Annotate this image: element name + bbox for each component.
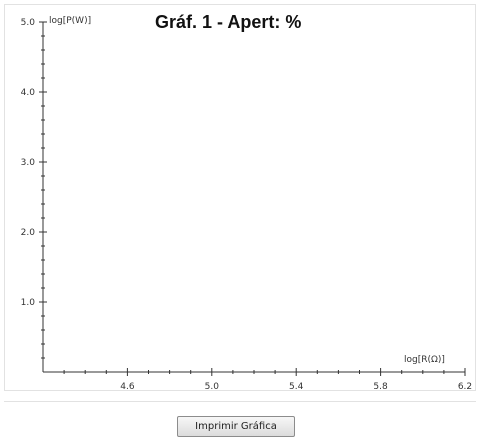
y-tick-label: 3.0 [21,158,36,168]
y-axis-label: log[P(W)] [49,16,92,26]
chart-plot: 1.0 2.0 3.0 4.0 5.0 4.6 5.0 5.4 5.8 6.2 [21,18,472,392]
y-tick-label: 4.0 [21,88,36,98]
x-tick-label: 5.4 [289,382,304,392]
y-tick-label: 2.0 [21,228,36,238]
chart-panel: 1.0 2.0 3.0 4.0 5.0 4.6 5.0 5.4 5.8 6.2 Gráf. 1 -… [4,4,476,392]
chart-title: Gráf. 1 - Apert: % [155,12,302,32]
x-tick-label: 4.6 [120,382,135,392]
x-tick-label: 5.8 [373,382,388,392]
x-tick-label: 6.2 [458,382,472,392]
footer-panel: Imprimir Gráfica [4,401,476,441]
y-tick-label: 1.0 [21,298,36,308]
print-chart-button[interactable]: Imprimir Gráfica [177,416,295,437]
x-tick-label: 5.0 [205,382,220,392]
x-axis-label: log[R(Ω)] [404,355,445,365]
y-tick-label: 5.0 [21,18,36,28]
